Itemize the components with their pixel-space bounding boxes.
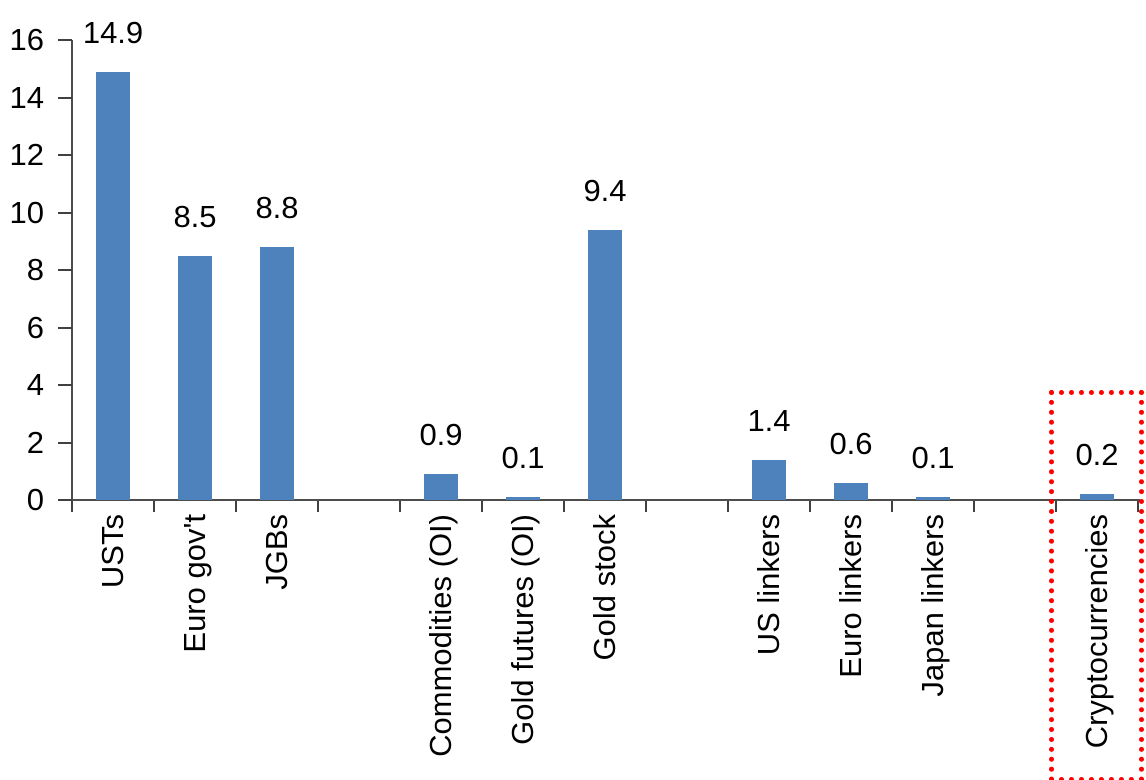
category-label: Euro gov't xyxy=(177,514,212,653)
bar xyxy=(424,474,458,500)
y-tick-label: 0 xyxy=(26,482,44,517)
y-tick-label: 14 xyxy=(9,79,44,115)
bar-value-label: 0.2 xyxy=(1075,437,1119,472)
x-tick xyxy=(71,501,73,512)
y-axis-line xyxy=(71,40,73,512)
bar-value-label: 0.6 xyxy=(829,426,873,461)
y-tick-label: 16 xyxy=(9,22,44,57)
y-tick xyxy=(58,441,72,444)
y-tick xyxy=(58,499,72,501)
y-tick-label: 2 xyxy=(26,424,44,460)
bar-value-label: 8.5 xyxy=(173,199,217,234)
bar xyxy=(506,497,540,500)
y-tick xyxy=(58,96,72,99)
bar-value-label: 8.8 xyxy=(255,190,299,225)
y-tick-label: 10 xyxy=(9,194,44,230)
x-tick xyxy=(809,501,811,512)
bar xyxy=(588,230,622,500)
bar-value-label: 1.4 xyxy=(747,403,791,438)
bar xyxy=(1080,494,1114,500)
y-tick xyxy=(58,211,72,214)
y-tick xyxy=(58,384,72,386)
bar-value-label: 14.9 xyxy=(82,15,144,50)
bar xyxy=(834,483,868,500)
bar xyxy=(260,247,294,500)
x-tick xyxy=(481,501,483,512)
category-label: USTs xyxy=(95,514,130,589)
y-tick-label: 4 xyxy=(26,367,44,402)
category-label: JGBs xyxy=(259,514,294,590)
bar xyxy=(178,256,212,500)
bar xyxy=(96,72,130,500)
x-tick xyxy=(727,501,729,512)
x-tick xyxy=(399,501,401,512)
category-label: Gold stock xyxy=(587,514,622,661)
y-tick-label: 6 xyxy=(26,309,44,345)
category-label: Commodities (OI) xyxy=(423,514,458,757)
y-tick-label: 12 xyxy=(9,137,44,172)
bar xyxy=(752,460,786,500)
bar-value-label: 0.1 xyxy=(501,440,545,475)
category-label: Japan linkers xyxy=(915,514,950,697)
x-tick xyxy=(563,501,565,512)
bar xyxy=(916,497,950,500)
x-tick xyxy=(645,501,647,512)
x-tick xyxy=(891,501,893,512)
bar-value-label: 0.1 xyxy=(911,440,955,475)
y-tick xyxy=(58,39,72,41)
category-label: Gold futures (OI) xyxy=(505,514,540,745)
x-tick xyxy=(1055,501,1057,512)
x-axis-line xyxy=(58,499,1140,501)
category-label: US linkers xyxy=(751,514,786,656)
bar-value-label: 9.4 xyxy=(583,173,627,208)
x-tick xyxy=(235,501,237,512)
bar-value-label: 0.9 xyxy=(419,417,463,452)
x-tick xyxy=(1137,501,1139,512)
x-tick xyxy=(973,501,975,512)
x-tick xyxy=(153,501,155,512)
y-tick xyxy=(58,154,72,156)
y-tick xyxy=(58,269,72,271)
y-tick-label: 8 xyxy=(26,252,44,287)
category-label: Euro linkers xyxy=(833,514,868,678)
highlight-box xyxy=(1049,390,1144,780)
x-tick xyxy=(317,501,319,512)
y-tick xyxy=(58,326,72,329)
